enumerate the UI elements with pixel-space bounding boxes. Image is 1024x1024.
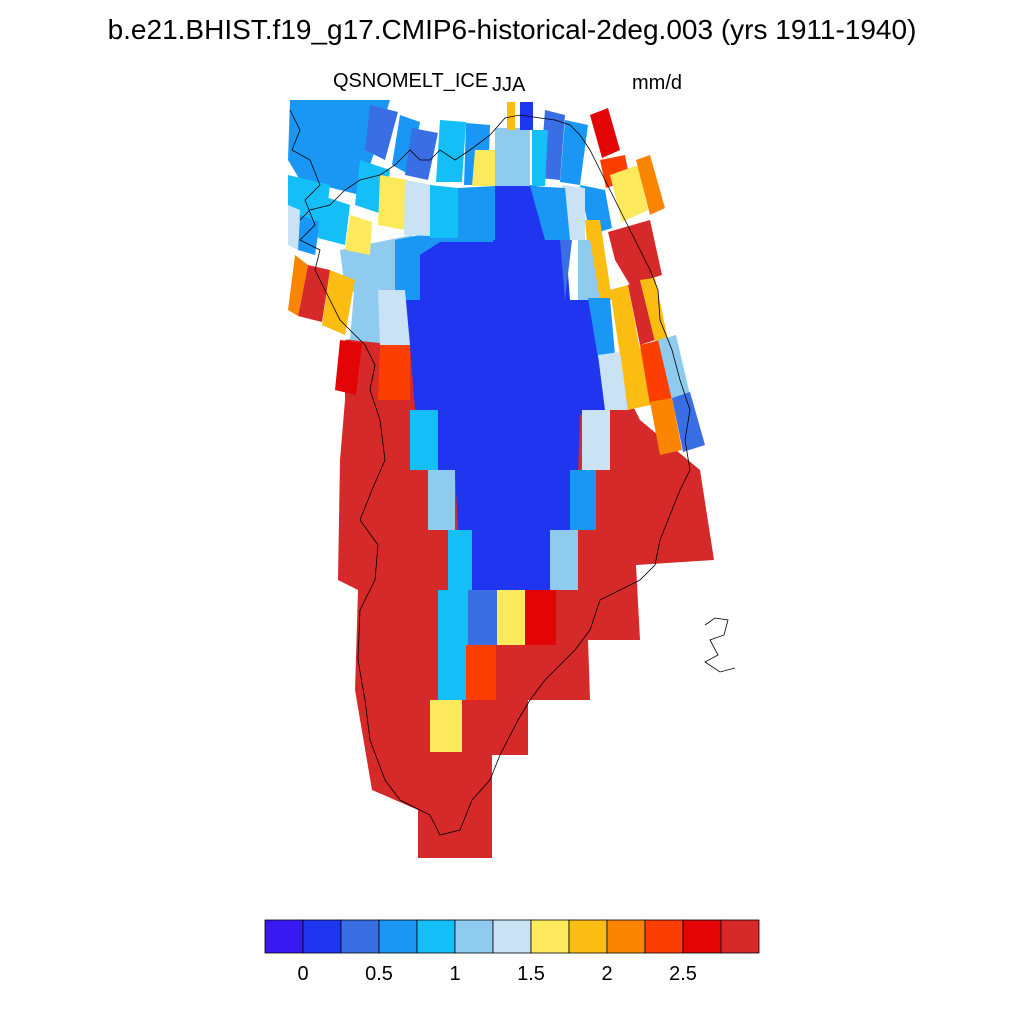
cell <box>430 700 462 752</box>
cell <box>497 590 525 645</box>
units-label: mm/d <box>632 72 682 94</box>
cell <box>298 215 320 255</box>
cell <box>582 410 610 470</box>
field-cells <box>288 100 714 858</box>
cell <box>628 280 655 345</box>
colorbar-tick-label: 2.5 <box>669 963 697 985</box>
colorbar-swatch <box>644 919 684 954</box>
colorbar-swatch <box>568 919 608 954</box>
cell <box>640 340 672 405</box>
colorbar-tick-label: 0 <box>297 963 308 985</box>
cell <box>430 185 458 238</box>
colorbar-swatch <box>682 919 722 954</box>
cell <box>395 235 420 300</box>
cell <box>318 195 350 245</box>
cell <box>448 530 472 590</box>
cell <box>495 128 530 186</box>
colorbar-swatch <box>606 919 646 954</box>
cell <box>428 470 455 530</box>
cell <box>590 108 620 158</box>
colorbar-swatch <box>302 919 342 954</box>
colorbar-swatch <box>530 919 570 954</box>
cell <box>466 645 496 700</box>
cell <box>438 590 468 700</box>
cell <box>335 340 362 395</box>
cell <box>472 150 495 186</box>
cell <box>345 215 372 255</box>
cell <box>560 120 588 185</box>
coastline <box>289 109 736 836</box>
cell <box>404 180 432 236</box>
cell <box>588 298 615 358</box>
colorbar <box>264 919 760 954</box>
cell-region-high-east <box>608 220 662 285</box>
colorbar-tick-label: 2 <box>601 963 612 985</box>
cell <box>507 102 515 130</box>
variable-label: QSNOMELT_ICE <box>333 70 489 92</box>
cell <box>525 590 556 645</box>
cell <box>458 186 495 240</box>
cell <box>550 530 578 590</box>
colorbar-swatch <box>378 919 418 954</box>
cell-region-zero <box>395 185 605 590</box>
colorbar-ticks: 0 0.5 1 1.5 2 2.5 <box>297 963 696 985</box>
cell <box>672 392 705 452</box>
cell <box>658 335 690 400</box>
colorbar-swatch <box>492 919 532 954</box>
colorbar-tick-label: 1.5 <box>517 963 545 985</box>
colorbar-swatch <box>340 919 380 954</box>
colorbar-tick-label: 1 <box>449 963 460 985</box>
cell <box>610 285 640 355</box>
cell <box>530 186 570 240</box>
cell <box>365 105 398 160</box>
cell <box>610 165 648 222</box>
cell <box>378 290 410 345</box>
colorbar-swatch <box>454 919 494 954</box>
iceland-coastline <box>704 617 736 673</box>
cell <box>468 590 497 645</box>
cell <box>570 470 596 530</box>
cell <box>532 130 548 186</box>
cell <box>640 278 668 342</box>
colorbar-swatch <box>264 919 304 954</box>
cell <box>405 128 438 180</box>
greenland-coastline <box>289 109 691 836</box>
cell <box>378 345 410 400</box>
cell <box>410 410 438 470</box>
cell <box>288 205 300 250</box>
cell <box>436 120 466 182</box>
colorbar-tick-label: 0.5 <box>365 963 393 985</box>
cell <box>650 398 682 455</box>
colorbar-swatch <box>720 919 760 954</box>
cell <box>298 265 330 322</box>
cell <box>636 155 665 215</box>
colorbar-swatch <box>416 919 456 954</box>
cell <box>598 352 628 410</box>
cell <box>578 240 600 300</box>
cell <box>288 255 308 316</box>
cell <box>322 270 355 335</box>
season-label: JJA <box>492 74 526 96</box>
cell <box>620 348 650 410</box>
plot-title: b.e21.BHIST.f19_g17.CMIP6-historical-2de… <box>107 14 917 45</box>
cell <box>378 175 408 230</box>
